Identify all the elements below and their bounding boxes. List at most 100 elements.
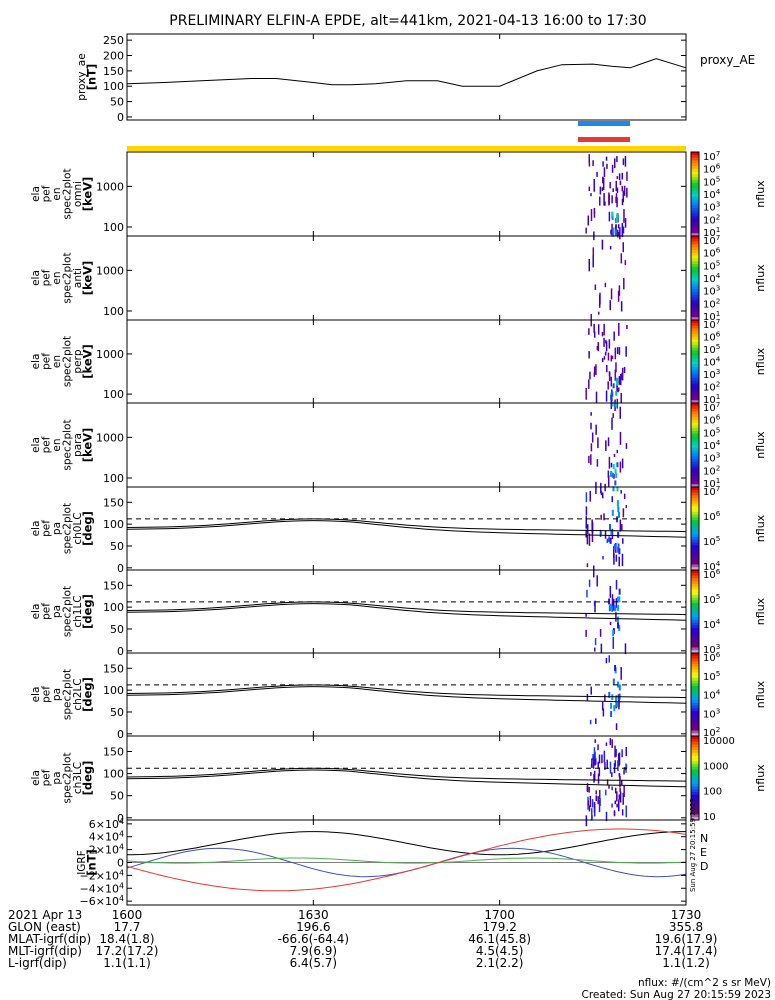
- spectrogram-pixel-perp: [601, 331, 604, 337]
- spectrogram-pixel-anti: [601, 239, 604, 250]
- colorbar-segment-para: [691, 431, 699, 435]
- colorbar-tick-ch2LC: 104: [703, 688, 721, 702]
- spectrogram-pixel-perp: [610, 355, 613, 362]
- spectrogram-core-ch2LC: [612, 678, 615, 685]
- colorbar-segment-para: [691, 425, 699, 429]
- spectrogram-pixel-perp: [620, 392, 622, 404]
- colorbar-segment-omni: [691, 182, 699, 187]
- colorbar-segment-ch3LC: [691, 806, 699, 810]
- footer-row-value: 17.2(17.2): [96, 944, 159, 958]
- colorbar-segment-para: [691, 467, 699, 471]
- ylabel-ch0LC: pa: [51, 522, 63, 535]
- colorbar-segment-ch3LC: [691, 766, 699, 771]
- panel-bg-ch0LC: [127, 487, 686, 570]
- colorbar-segment-ch0LC: [691, 564, 699, 568]
- science-zone-bar: [127, 146, 686, 151]
- ytick-label-ch0LC: 50: [110, 540, 124, 553]
- spectrogram-pixel-ch3LC: [601, 754, 603, 764]
- colorbar-segment-perp: [691, 322, 699, 327]
- spectrogram-pixel-omni: [621, 222, 624, 236]
- footer-row-value: 6.4(5.7): [290, 956, 338, 970]
- ylabel-anti: spec2plot: [61, 252, 73, 303]
- colorbar-segment-anti: [691, 238, 699, 243]
- colorbar-segment-para: [691, 478, 699, 482]
- colorbar-segment-ch1LC: [691, 597, 699, 601]
- colorbar-segment-ch2LC: [691, 683, 699, 687]
- ytick-label-ch2LC: 50: [110, 706, 124, 719]
- colorbar-segment-perp: [691, 361, 699, 365]
- colorbar-segment-ch0LC: [691, 489, 699, 494]
- spectrogram-core-ch0LC: [610, 529, 613, 536]
- spectrogram-pixel-para: [619, 431, 622, 445]
- colorbar-segment-para: [691, 403, 699, 407]
- colorbar-segment-ch1LC: [691, 639, 699, 643]
- spectrogram-core-omni: [611, 211, 614, 217]
- colorbar-tick-ch3LC: 10: [703, 812, 716, 823]
- ylabel-omni: omni: [72, 181, 84, 207]
- spectrogram-core-ch2LC: [617, 681, 620, 688]
- ytick-label-proxy_ae: 150: [103, 65, 124, 78]
- spectrogram-pixel-ch0LC: [589, 490, 592, 502]
- spectrogram-pixel-ch1LC: [609, 621, 612, 626]
- spectrogram-pixel-anti: [592, 247, 595, 257]
- spectrogram-pixel-ch1LC: [615, 612, 617, 622]
- colorbar-segment-para: [691, 433, 699, 438]
- spectrogram-pixel-omni: [611, 223, 613, 236]
- colorbar-segment-perp: [691, 375, 699, 379]
- spectrogram-pixel-perp: [610, 398, 613, 409]
- ylabel-ch0LC: spec2plot: [61, 503, 73, 554]
- ytick-label-ch2LC: 100: [103, 684, 124, 697]
- colorbar-tick-ch3LC: 100: [703, 787, 722, 798]
- ytick-label-omni: 1000: [96, 180, 124, 193]
- colorbar-segment-para: [691, 436, 699, 440]
- colorbar-segment-ch0LC: [691, 534, 699, 538]
- colorbar-segment-perp: [691, 397, 699, 401]
- colorbar-segment-anti: [691, 278, 699, 282]
- ylabel-ch3LC: pa: [51, 771, 63, 784]
- ylabel-perp: spec2plot: [61, 336, 73, 387]
- spectrogram-pixel-para: [612, 413, 614, 418]
- spectrogram-core-ch1LC: [608, 598, 611, 605]
- colorbar-segment-ch0LC: [691, 567, 699, 571]
- colorbar-segment-ch2LC: [691, 694, 699, 698]
- spectrogram-pixel-anti: [609, 300, 611, 311]
- ylabel-para: en: [51, 438, 63, 451]
- colorbar-segment-ch0LC: [691, 539, 699, 543]
- spectrogram-pixel-omni: [616, 176, 619, 180]
- ytick-label-ch3LC: 50: [110, 790, 124, 803]
- spectrogram-pixel-perp: [608, 371, 611, 377]
- spectrogram-pixel-ch3LC: [587, 800, 589, 806]
- spectrogram-pixel-omni: [593, 207, 596, 214]
- colorbar-segment-ch0LC: [691, 531, 699, 535]
- spectrogram-core-para: [612, 486, 615, 492]
- ytick-label-igrf: 6×104: [89, 817, 124, 831]
- spectrogram-pixel-perp: [626, 324, 628, 329]
- panel-frames: [126, 33, 700, 906]
- spectrogram-pixel-omni: [621, 198, 624, 206]
- spectrogram-pixel-ch3LC: [590, 772, 592, 776]
- colorbar-segment-perp: [691, 380, 699, 385]
- colorbar-label-anti: nflux: [754, 264, 767, 292]
- colorbar-segment-anti: [691, 283, 699, 287]
- ylabel-ch1LC: spec2plot: [61, 586, 73, 637]
- ylabel-omni: [keV]: [80, 177, 94, 212]
- ylabel-igrf: [nT]: [84, 849, 98, 876]
- colorbar-segment-ch1LC: [691, 605, 699, 610]
- colorbar-segment-omni: [691, 210, 699, 215]
- spectrogram-pixel-perp: [588, 351, 590, 359]
- ytick-label-anti: 100: [103, 305, 124, 318]
- colorbar-segment-ch0LC: [691, 553, 699, 557]
- spectrogram-core-ch2LC: [613, 705, 616, 712]
- colorbar-segment-anti: [691, 308, 699, 313]
- spectrogram-pixel-ch0LC: [615, 542, 617, 553]
- ytick-label-ch0LC: 100: [103, 518, 124, 531]
- spectrogram-pixel-omni: [611, 195, 613, 204]
- spectrogram-core-ch2LC: [618, 684, 621, 691]
- colorbar-segment-ch3LC: [691, 808, 699, 813]
- spectrogram-pixel-ch1LC: [596, 575, 598, 587]
- footer-row-value: -66.6(-64.4): [278, 932, 349, 946]
- colorbar-segment-para: [691, 456, 699, 460]
- colorbar-segment-perp: [691, 342, 699, 346]
- spectrogram-pixel-ch3LC: [616, 803, 618, 808]
- spectrogram-core-ch0LC: [611, 509, 614, 516]
